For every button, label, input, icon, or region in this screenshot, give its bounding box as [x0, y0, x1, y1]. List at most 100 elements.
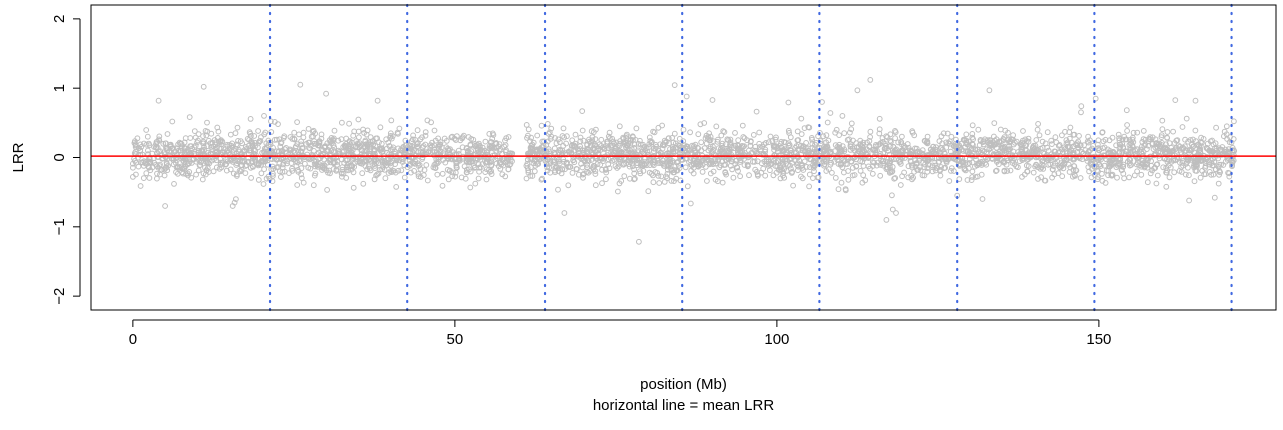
data-point: [146, 164, 152, 171]
data-point: [359, 170, 366, 177]
data-point: [1051, 148, 1058, 155]
data-point: [1059, 173, 1066, 180]
data-point: [613, 145, 620, 152]
data-point: [690, 170, 697, 177]
data-point: [573, 166, 580, 172]
data-point: [814, 174, 821, 181]
data-point: [552, 135, 558, 141]
data-point: [876, 130, 883, 137]
data-point: [1061, 144, 1068, 151]
data-point: [1126, 174, 1132, 181]
data-point: [1021, 171, 1028, 178]
data-point: [1001, 167, 1008, 174]
data-point: [589, 149, 596, 156]
data-point: [917, 167, 924, 174]
data-point: [631, 176, 637, 183]
data-point: [710, 143, 716, 150]
data-point: [524, 135, 530, 141]
data-point: [1161, 149, 1168, 156]
data-point: [174, 164, 181, 171]
data-point: [561, 210, 568, 216]
data-point: [836, 132, 842, 139]
data-point: [389, 133, 396, 140]
data-point: [773, 134, 779, 141]
data-point: [875, 142, 882, 149]
data-point: [224, 143, 231, 150]
data-point: [154, 175, 160, 182]
data-point: [960, 136, 967, 143]
data-point: [756, 140, 763, 147]
data-point: [794, 128, 801, 135]
data-point: [892, 175, 899, 181]
data-point: [903, 152, 910, 158]
data-point: [1128, 140, 1135, 146]
data-point: [728, 142, 735, 149]
data-point: [656, 180, 663, 186]
data-point: [921, 172, 928, 179]
data-point: [1087, 137, 1093, 144]
data-point: [629, 160, 635, 167]
data-point: [540, 144, 546, 151]
data-point: [255, 128, 262, 134]
data-point: [262, 129, 269, 136]
data-point: [665, 135, 672, 142]
data-point: [395, 145, 402, 152]
data-point: [1142, 159, 1148, 166]
data-point: [245, 159, 252, 166]
data-point: [346, 120, 353, 127]
data-point: [819, 160, 826, 166]
data-point: [305, 164, 312, 171]
data-point: [1078, 149, 1085, 155]
data-point: [957, 161, 964, 168]
data-point: [551, 145, 558, 152]
data-point: [909, 128, 916, 135]
data-point: [524, 160, 531, 167]
data-point: [366, 156, 373, 163]
data-point: [145, 147, 151, 154]
data-point: [1138, 171, 1145, 178]
data-point: [699, 169, 706, 175]
data-point: [1118, 167, 1125, 174]
data-point: [646, 134, 653, 141]
data-point: [832, 175, 839, 181]
data-point: [1012, 139, 1018, 146]
x-axis: 0 50 100 150: [129, 319, 1111, 348]
data-point: [305, 125, 312, 132]
data-point: [585, 169, 592, 176]
data-point: [1154, 172, 1161, 179]
data-point: [214, 124, 221, 131]
data-point: [195, 147, 202, 154]
data-point: [798, 173, 804, 180]
data-point: [1035, 176, 1041, 182]
data-point: [755, 172, 761, 179]
data-point: [1065, 161, 1072, 168]
data-point: [598, 136, 605, 143]
data-point: [317, 152, 324, 159]
data-point: [960, 148, 967, 154]
data-point: [668, 178, 675, 184]
data-point: [371, 148, 377, 155]
data-point: [1108, 172, 1115, 179]
data-point: [1175, 142, 1182, 149]
data-point: [130, 164, 136, 171]
data-point: [988, 149, 994, 156]
data-point: [274, 148, 280, 155]
data-point: [158, 167, 164, 173]
data-point: [836, 145, 843, 152]
data-point: [647, 138, 654, 144]
data-point: [884, 164, 890, 171]
data-point: [354, 140, 361, 147]
data-point: [969, 134, 976, 141]
data-point: [614, 154, 621, 161]
data-point: [1223, 123, 1230, 130]
data-point: [650, 145, 657, 152]
data-point: [1134, 129, 1141, 136]
data-point: [592, 182, 599, 189]
data-point: [1140, 136, 1147, 143]
data-point: [744, 137, 750, 144]
x-tick-label: 100: [764, 331, 789, 348]
data-point: [186, 114, 193, 120]
data-point: [433, 149, 440, 156]
data-point: [1133, 161, 1140, 168]
data-point: [178, 163, 185, 170]
